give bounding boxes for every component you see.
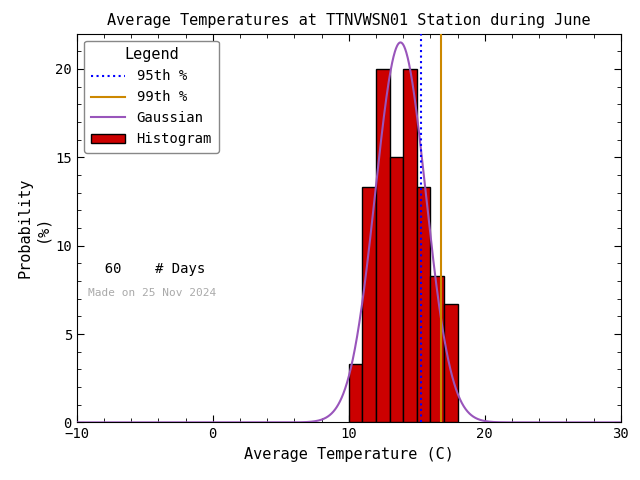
Bar [417, 187, 431, 422]
Y-axis label: Probability
(%): Probability (%) [17, 178, 50, 278]
Bar [431, 276, 444, 422]
Bar [376, 69, 390, 422]
Text: Made on 25 Nov 2024: Made on 25 Nov 2024 [88, 288, 216, 298]
Title: Average Temperatures at TTNVWSN01 Station during June: Average Temperatures at TTNVWSN01 Statio… [107, 13, 591, 28]
Bar [444, 304, 458, 422]
Legend: 95th %, 99th %, Gaussian, Histogram: 95th %, 99th %, Gaussian, Histogram [84, 40, 219, 153]
Bar [403, 69, 417, 422]
Bar [390, 157, 403, 422]
Bar [349, 364, 362, 422]
X-axis label: Average Temperature (C): Average Temperature (C) [244, 447, 454, 462]
Text: 60    # Days: 60 # Days [88, 262, 205, 276]
Bar [362, 187, 376, 422]
